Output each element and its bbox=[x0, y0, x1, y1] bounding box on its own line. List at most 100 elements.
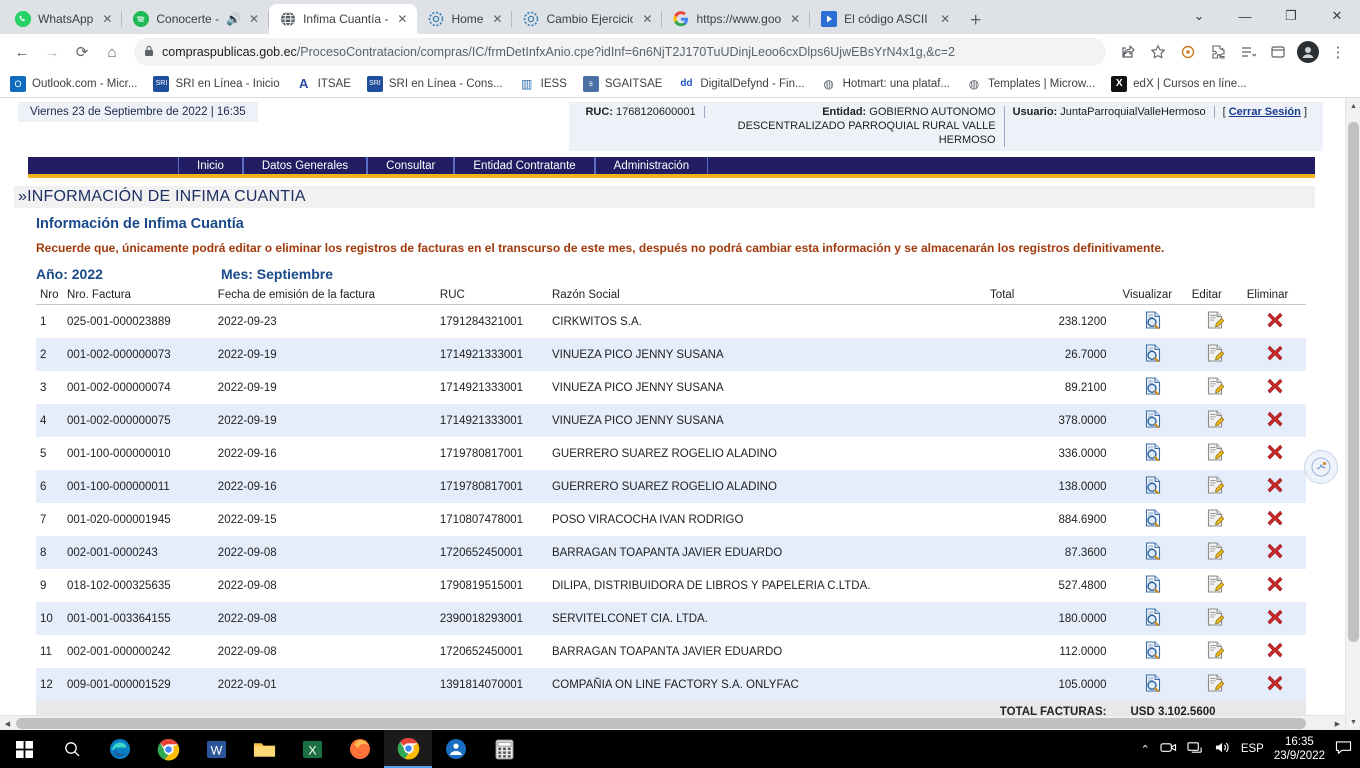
explorer-icon[interactable] bbox=[240, 730, 288, 768]
edit-icon[interactable] bbox=[1207, 542, 1224, 560]
maximize-button[interactable]: ❐ bbox=[1285, 8, 1297, 23]
view-button[interactable] bbox=[1118, 371, 1187, 404]
floating-widget-button[interactable] bbox=[1304, 450, 1338, 484]
edit-icon[interactable] bbox=[1207, 509, 1224, 527]
delete-icon[interactable] bbox=[1267, 675, 1283, 691]
view-icon[interactable] bbox=[1145, 344, 1162, 363]
delete-icon[interactable] bbox=[1267, 510, 1283, 526]
view-button[interactable] bbox=[1118, 305, 1187, 339]
view-button[interactable] bbox=[1118, 437, 1187, 470]
view-button[interactable] bbox=[1118, 602, 1188, 636]
edit-button[interactable] bbox=[1187, 536, 1243, 570]
view-button[interactable] bbox=[1118, 404, 1188, 438]
edit-icon[interactable] bbox=[1207, 344, 1224, 362]
delete-button[interactable] bbox=[1242, 470, 1306, 504]
delete-icon[interactable] bbox=[1267, 345, 1283, 361]
new-tab-button[interactable]: + bbox=[970, 10, 982, 31]
edit-button[interactable] bbox=[1188, 569, 1243, 602]
view-icon[interactable] bbox=[1145, 443, 1162, 462]
view-button[interactable] bbox=[1118, 536, 1188, 570]
nav-item-datos-generales[interactable]: Datos Generales bbox=[242, 157, 368, 175]
bookmark-itsae[interactable]: A ITSAE bbox=[296, 76, 351, 92]
camera-icon[interactable] bbox=[1160, 740, 1177, 758]
edit-icon[interactable] bbox=[1207, 476, 1224, 494]
close-icon[interactable]: ✕ bbox=[492, 12, 503, 26]
close-window-button[interactable]: ✕ bbox=[1331, 8, 1343, 23]
clock[interactable]: 16:35 23/9/2022 bbox=[1274, 735, 1325, 764]
close-icon[interactable]: ✕ bbox=[397, 12, 408, 26]
edit-button[interactable] bbox=[1187, 602, 1243, 636]
edit-icon[interactable] bbox=[1207, 641, 1224, 659]
delete-icon[interactable] bbox=[1267, 642, 1283, 658]
view-button[interactable] bbox=[1118, 668, 1188, 702]
nav-item-administracion[interactable]: Administración bbox=[594, 157, 709, 175]
delete-icon[interactable] bbox=[1267, 609, 1283, 625]
scroll-down-icon[interactable]: ▼ bbox=[1350, 718, 1357, 726]
scroll-up-icon[interactable]: ▲ bbox=[1350, 102, 1357, 110]
delete-button[interactable] bbox=[1243, 437, 1306, 470]
edit-button[interactable] bbox=[1187, 338, 1243, 372]
delete-button[interactable] bbox=[1242, 536, 1306, 570]
edit-button[interactable] bbox=[1187, 668, 1243, 702]
volume-icon[interactable] bbox=[1214, 740, 1231, 758]
edit-button[interactable] bbox=[1188, 371, 1243, 404]
view-icon[interactable] bbox=[1145, 476, 1162, 495]
view-icon[interactable] bbox=[1145, 542, 1162, 561]
delete-icon[interactable] bbox=[1267, 411, 1283, 427]
share-icon[interactable] bbox=[1114, 38, 1142, 66]
view-icon[interactable] bbox=[1145, 575, 1162, 594]
delete-icon[interactable] bbox=[1267, 444, 1283, 460]
scroll-left-icon[interactable]: ◀ bbox=[4, 720, 11, 728]
tab-home[interactable]: Home ✕ bbox=[417, 4, 513, 34]
edit-icon[interactable] bbox=[1207, 377, 1224, 395]
tab-whatsapp[interactable]: WhatsApp ✕ bbox=[4, 4, 123, 34]
horizontal-scroll-thumb[interactable] bbox=[16, 718, 1306, 729]
view-button[interactable] bbox=[1118, 503, 1187, 536]
calculator-icon[interactable] bbox=[480, 730, 528, 768]
firefox-icon[interactable] bbox=[336, 730, 384, 768]
vertical-scroll-thumb[interactable] bbox=[1348, 122, 1359, 642]
delete-button[interactable] bbox=[1243, 305, 1306, 339]
word-icon[interactable]: W bbox=[192, 730, 240, 768]
forward-icon[interactable]: → bbox=[44, 43, 60, 61]
delete-button[interactable] bbox=[1242, 668, 1306, 702]
view-icon[interactable] bbox=[1145, 641, 1162, 660]
scroll-right-icon[interactable]: ▶ bbox=[1334, 720, 1341, 728]
nav-item-consultar[interactable]: Consultar bbox=[367, 157, 455, 175]
window-icon[interactable] bbox=[1264, 38, 1292, 66]
reload-icon[interactable]: ⟳ bbox=[75, 44, 89, 61]
tab-codigo-ascii[interactable]: El código ASCII C ✕ bbox=[810, 4, 960, 34]
close-icon[interactable]: ✕ bbox=[249, 12, 260, 26]
delete-icon[interactable] bbox=[1267, 543, 1283, 559]
delete-button[interactable] bbox=[1242, 404, 1306, 438]
edit-icon[interactable] bbox=[1207, 674, 1224, 692]
menu-icon[interactable]: ⋮ bbox=[1330, 44, 1346, 61]
edit-button[interactable] bbox=[1188, 635, 1243, 668]
view-icon[interactable] bbox=[1145, 311, 1162, 330]
edit-icon[interactable] bbox=[1207, 443, 1224, 461]
tab-cambio-ejercicio[interactable]: Cambio Ejercicio ✕ bbox=[512, 4, 663, 34]
audio-playing-icon[interactable]: 🔊 bbox=[226, 12, 242, 26]
home-icon[interactable]: ⌂ bbox=[107, 43, 117, 61]
bookmark-digitaldefynd[interactable]: dd DigitalDefynd - Fin... bbox=[678, 76, 804, 92]
bookmark-hotmart[interactable]: ◍ Hotmart: una plataf... bbox=[821, 76, 950, 92]
edit-icon[interactable] bbox=[1207, 410, 1224, 428]
bookmark-sri-inicio[interactable]: SRI SRI en Línea - Inicio bbox=[153, 75, 280, 92]
bookmark-sri-cons[interactable]: SRI SRI en Línea - Cons... bbox=[366, 75, 503, 92]
vertical-scrollbar[interactable]: ▲ ▼ bbox=[1345, 98, 1360, 730]
logout-segment[interactable]: [ Cerrar Sesión ] bbox=[1215, 106, 1315, 118]
reading-list-icon[interactable] bbox=[1234, 38, 1262, 66]
edit-button[interactable] bbox=[1188, 305, 1243, 339]
delete-button[interactable] bbox=[1243, 371, 1306, 404]
logout-link[interactable]: Cerrar Sesión bbox=[1228, 106, 1301, 118]
profile-avatar[interactable] bbox=[1294, 38, 1322, 66]
tab-conocerte[interactable]: Conocerte - 🔊 ✕ bbox=[122, 4, 269, 34]
delete-button[interactable] bbox=[1243, 635, 1306, 668]
close-icon[interactable]: ✕ bbox=[790, 12, 801, 26]
nav-item-entidad-contratante[interactable]: Entidad Contratante bbox=[454, 157, 595, 175]
delete-icon[interactable] bbox=[1267, 378, 1283, 394]
back-icon[interactable]: ← bbox=[14, 43, 30, 61]
edit-button[interactable] bbox=[1187, 470, 1243, 504]
edit-icon[interactable] bbox=[1207, 311, 1224, 329]
